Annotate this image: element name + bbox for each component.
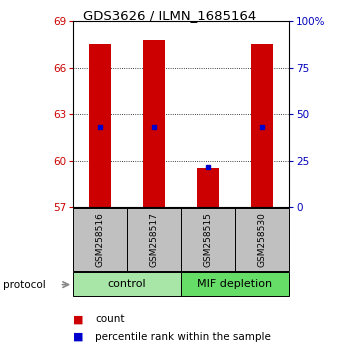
Bar [235,208,289,271]
Text: MIF depletion: MIF depletion [198,279,273,289]
Text: GSM258516: GSM258516 [96,212,105,267]
Bar [73,208,127,271]
Text: GSM258515: GSM258515 [204,212,212,267]
Text: GSM258530: GSM258530 [257,212,267,267]
Bar [197,169,219,207]
Text: percentile rank within the sample: percentile rank within the sample [95,332,271,342]
Bar [127,208,181,271]
Text: count: count [95,314,125,324]
Bar [181,272,289,296]
Text: GSM258517: GSM258517 [150,212,158,267]
Bar [73,272,181,296]
Text: protocol: protocol [3,280,46,290]
Bar [181,208,235,271]
Text: ■: ■ [73,314,84,324]
Text: GDS3626 / ILMN_1685164: GDS3626 / ILMN_1685164 [83,9,257,22]
Bar [143,40,165,207]
Text: control: control [108,279,147,289]
Bar [89,45,111,207]
Text: ■: ■ [73,332,84,342]
Bar [251,45,273,207]
